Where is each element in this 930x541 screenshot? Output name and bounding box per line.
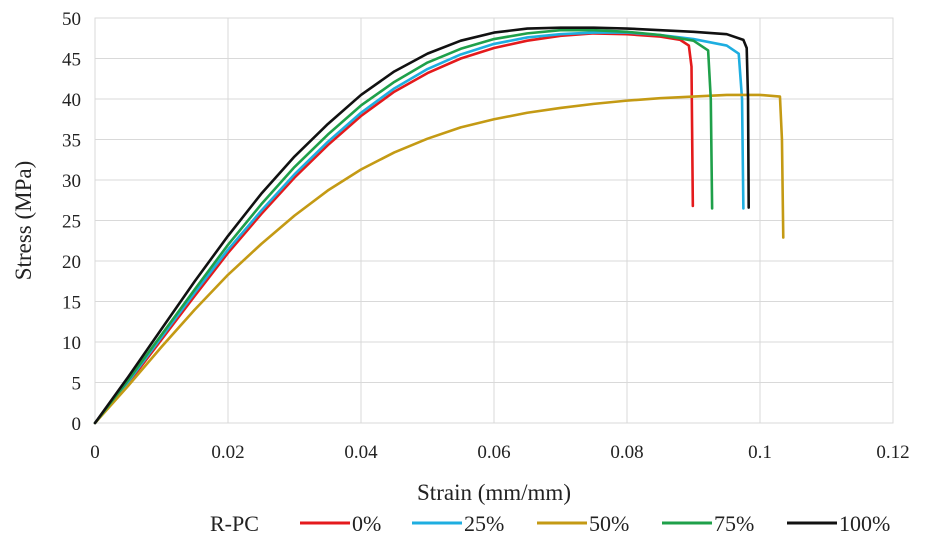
y-tick-label: 10	[62, 333, 81, 354]
series-layer	[93, 26, 785, 425]
y-tick-label: 0	[72, 414, 82, 435]
x-axis-ticks: 0 0.02 0.04 0.06 0.08 0.1 0.12	[90, 442, 909, 463]
legend-label-50pct: 50%	[589, 511, 629, 536]
x-tick-label: 0.06	[477, 442, 510, 463]
gridlines	[94, 17, 894, 424]
x-tick-label: 0.04	[344, 442, 378, 463]
y-tick-label: 15	[62, 293, 81, 314]
legend-title: R-PC	[210, 511, 259, 536]
x-tick-label: 0	[90, 442, 100, 463]
y-tick-label: 35	[62, 131, 81, 152]
x-axis-title: Strain (mm/mm)	[417, 480, 571, 505]
legend-label-0pct: 0%	[352, 511, 381, 536]
legend-label-75pct: 75%	[714, 511, 754, 536]
legend-label-25pct: 25%	[464, 511, 504, 536]
x-tick-label: 0.12	[876, 442, 909, 463]
series-line-0pct	[93, 32, 695, 425]
series-line-25pct	[93, 31, 745, 425]
x-tick-label: 0.02	[211, 442, 244, 463]
x-tick-label: 0.08	[610, 442, 643, 463]
y-tick-label: 30	[62, 171, 81, 192]
y-tick-label: 45	[62, 50, 81, 71]
legend: R-PC 0% 25% 50% 75% 100%	[210, 511, 890, 536]
legend-items: 0% 25% 50% 75% 100%	[300, 511, 890, 536]
series-line-100pct	[93, 26, 750, 425]
y-tick-label: 50	[62, 9, 81, 30]
y-axis-ticks: 0 5 10 15 20 25 30 35 40 45 50	[62, 9, 81, 435]
x-tick-label: 0.1	[748, 442, 772, 463]
legend-label-100pct: 100%	[839, 511, 890, 536]
y-axis-title: Stress (MPa)	[11, 161, 36, 280]
series-line-50pct	[93, 93, 785, 425]
y-tick-label: 5	[72, 374, 82, 395]
plot-area-border	[94, 17, 894, 424]
y-tick-label: 40	[62, 90, 81, 111]
y-tick-label: 25	[62, 212, 81, 233]
series-line-75pct	[93, 28, 714, 425]
y-tick-label: 20	[62, 252, 81, 273]
